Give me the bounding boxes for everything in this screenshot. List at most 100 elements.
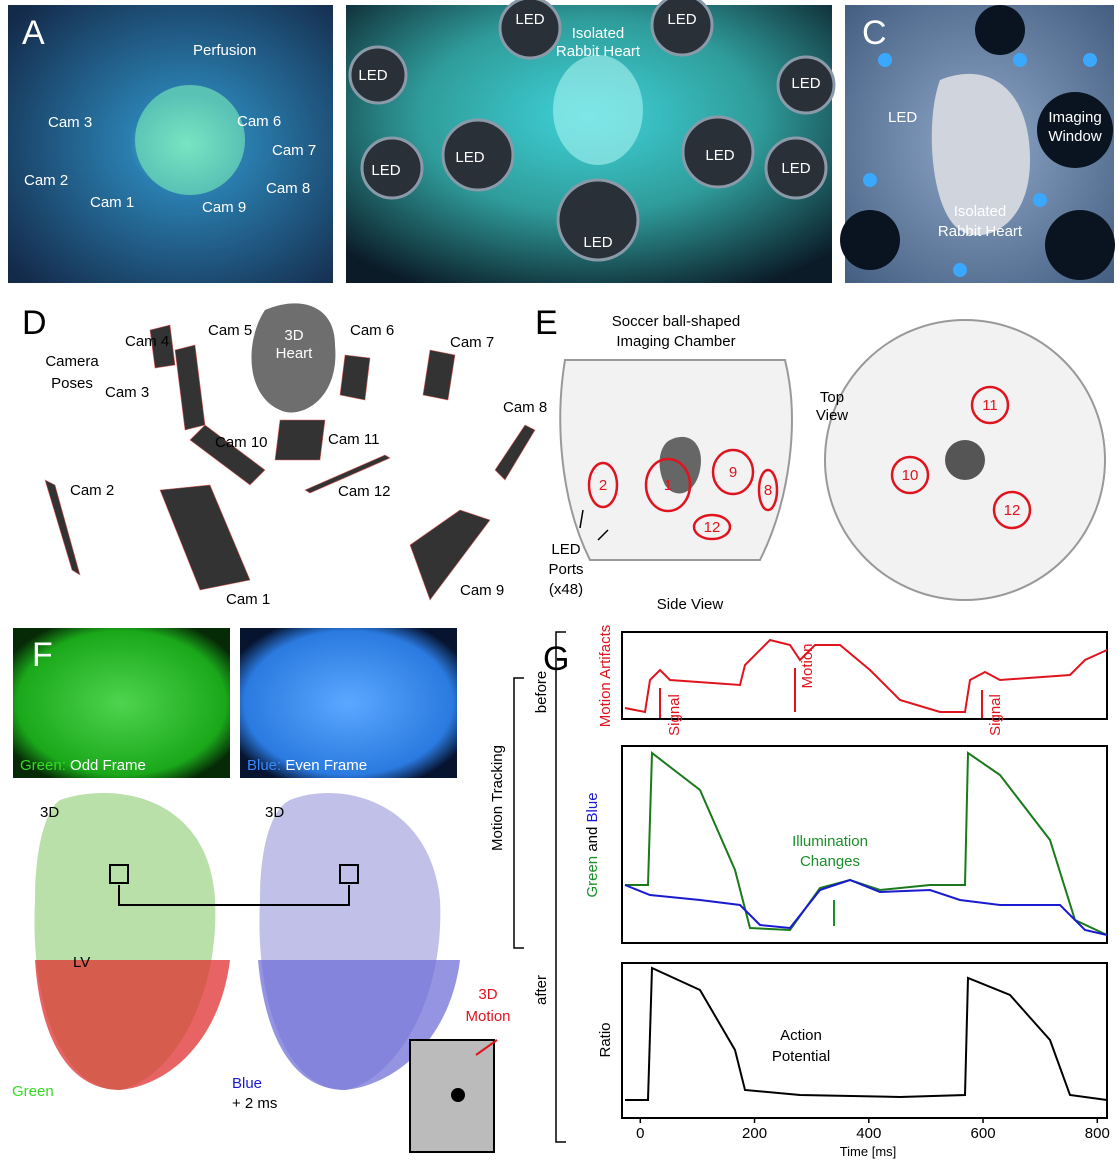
title: Poses xyxy=(51,375,93,392)
ylabel-mid: Green xyxy=(584,856,601,898)
side-numbers: 1 xyxy=(664,477,672,494)
cameras: Cam 1 xyxy=(226,591,270,608)
circle-shape xyxy=(975,5,1025,55)
annotations: Cam 6 xyxy=(237,113,281,130)
heart: Heart xyxy=(276,345,314,362)
circle-shape xyxy=(1013,53,1027,67)
circle-shape xyxy=(650,0,714,57)
heart: Isolated xyxy=(954,203,1007,220)
text-shape: Blue: Even Frame xyxy=(247,757,367,774)
rect-shape xyxy=(109,864,129,884)
top-numbers: 12 xyxy=(1004,502,1021,519)
led: LED xyxy=(781,160,810,177)
ellipse-shape xyxy=(757,468,779,512)
blue-caption: Blue: xyxy=(247,757,281,774)
side-numbers: 12 xyxy=(704,519,721,536)
annotations: Perfusion xyxy=(193,42,256,59)
polygon-shape xyxy=(409,509,491,601)
path-shape xyxy=(624,638,1108,714)
path-shape xyxy=(475,1039,498,1056)
x-tick-label: 0 xyxy=(636,1125,644,1142)
motion: Motion xyxy=(799,643,816,688)
green-caption: Odd Frame xyxy=(70,757,146,774)
after: after xyxy=(533,975,550,1005)
top-numbers: 10 xyxy=(902,467,919,484)
action: Action xyxy=(780,1027,822,1044)
signal: Signal xyxy=(987,694,1004,736)
g-shape xyxy=(513,631,566,1143)
polygon-shape xyxy=(44,479,81,576)
x-tick-label: 600 xyxy=(971,1125,996,1142)
rect-shape xyxy=(621,631,1108,720)
circle-shape xyxy=(970,385,1010,425)
led: LED xyxy=(455,149,484,166)
illumination: Illumination xyxy=(792,833,868,850)
polygon-shape xyxy=(189,424,266,486)
motion: 3D xyxy=(478,986,497,1003)
side-view: Side View xyxy=(657,596,724,613)
text-shape: Green: Odd Frame xyxy=(20,757,146,774)
circle-shape xyxy=(776,55,836,115)
circle-shape xyxy=(878,53,892,67)
path-shape xyxy=(659,668,983,718)
mesh-label: 3D xyxy=(265,804,284,821)
polygon-shape xyxy=(304,454,391,494)
cameras: Cam 3 xyxy=(105,384,149,401)
title: Camera xyxy=(45,353,99,370)
rect-shape xyxy=(339,864,359,884)
illumination: Changes xyxy=(800,853,860,870)
ellipse-shape xyxy=(644,457,692,513)
g-shape xyxy=(587,385,1032,541)
g-shape xyxy=(44,324,536,601)
g-shape xyxy=(840,5,1115,280)
label: A xyxy=(22,14,45,52)
x-tick-label: 200 xyxy=(742,1125,767,1142)
path-shape xyxy=(931,73,1030,236)
led: LED xyxy=(358,67,387,84)
circle-shape xyxy=(945,440,985,480)
circle-shape xyxy=(1037,92,1113,168)
led: LED xyxy=(667,11,696,28)
circle-shape xyxy=(498,0,562,60)
cameras: Cam 7 xyxy=(450,334,494,351)
path-shape xyxy=(624,878,1108,936)
circle-shape xyxy=(992,490,1032,530)
top-view: View xyxy=(816,407,848,424)
ylabel-bottom: Ratio xyxy=(597,1022,614,1057)
circle-shape xyxy=(1045,210,1115,280)
circle-shape xyxy=(556,178,640,262)
circle-shape xyxy=(953,263,967,277)
delay: + 2 ms xyxy=(232,1095,277,1112)
circle-shape xyxy=(135,85,245,195)
ellipse-shape xyxy=(692,513,732,541)
led: LED xyxy=(583,234,612,251)
ports: LED xyxy=(551,541,580,558)
led: LED xyxy=(515,11,544,28)
polygon-shape xyxy=(339,354,371,401)
circle-shape xyxy=(863,173,877,187)
cameras: Cam 5 xyxy=(208,322,252,339)
mesh-label: 3D xyxy=(40,804,59,821)
rect-shape xyxy=(621,745,1108,944)
ellipse-shape xyxy=(587,461,619,509)
x-tick-label: 400 xyxy=(856,1125,881,1142)
circle-shape xyxy=(764,136,828,200)
circle-shape xyxy=(348,45,408,105)
blue-caption: Even Frame xyxy=(285,757,367,774)
path-shape xyxy=(579,509,609,541)
annotations: Cam 9 xyxy=(202,199,246,216)
led: LED xyxy=(705,147,734,164)
cameras: Cam 11 xyxy=(328,431,379,448)
blue: Blue xyxy=(232,1075,262,1092)
tracking: Motion Tracking xyxy=(489,745,506,851)
label: C xyxy=(862,14,887,52)
cameras: Cam 9 xyxy=(460,582,504,599)
cameras: Cam 2 xyxy=(70,482,114,499)
path-shape xyxy=(625,966,1108,1101)
ylabel-mid: Blue xyxy=(584,792,601,822)
side-numbers: 2 xyxy=(599,477,607,494)
xlabel: Time [ms] xyxy=(840,1144,897,1159)
window: Window xyxy=(1048,128,1102,145)
circle-shape xyxy=(840,210,900,270)
